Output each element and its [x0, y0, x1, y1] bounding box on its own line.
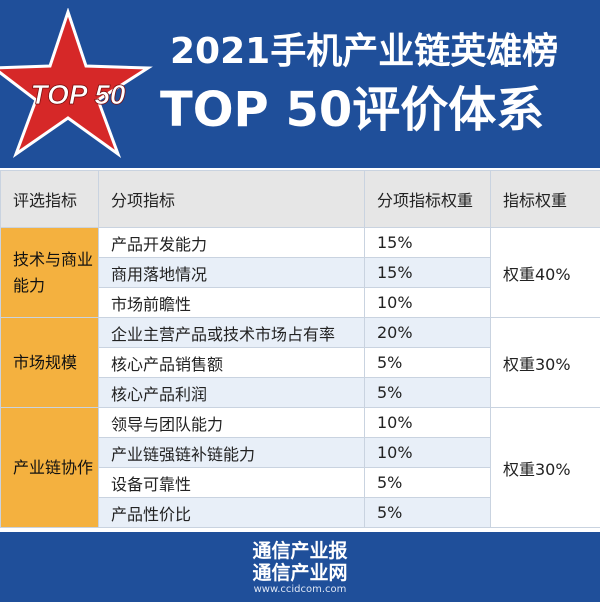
header-banner: TOP 50 2021手机产业链英雄榜 TOP 50评价体系: [0, 0, 600, 168]
category-cell: 市场规模: [0, 317, 99, 408]
header-sub-weight: 分项指标权重: [364, 170, 491, 228]
sub-indicator-cell: 领导与团队能力: [98, 407, 365, 438]
evaluation-table: 评选指标 分项指标 分项指标权重 指标权重 技术与商业能力 产品开发能力 15%…: [0, 170, 600, 528]
sub-indicator-cell: 设备可靠性: [98, 467, 365, 498]
sub-weight-cell: 5%: [364, 377, 491, 408]
sub-weight-cell: 10%: [364, 437, 491, 468]
footer-banner: 通信产业报 通信产业网 www.ccidcom.com: [0, 532, 600, 602]
sub-weight-cell: 15%: [364, 227, 491, 258]
footer-url: www.ccidcom.com: [253, 584, 347, 595]
indicator-weight-cell: 权重40%: [490, 227, 600, 318]
indicator-weight-cell: 权重30%: [490, 407, 600, 528]
footer-brand-line1: 通信产业报: [252, 540, 348, 562]
sub-weight-cell: 5%: [364, 497, 491, 528]
sub-weight-cell: 5%: [364, 347, 491, 378]
table-header-row: 评选指标 分项指标 分项指标权重 指标权重: [0, 170, 600, 228]
sub-weight-cell: 10%: [364, 407, 491, 438]
table-row: 核心产品利润 5%: [1, 377, 600, 408]
table-row: 技术与商业能力 产品开发能力 15% 权重40%: [0, 227, 600, 318]
sub-indicator-cell: 产品开发能力: [98, 227, 365, 258]
indicator-weight-cell: 权重30%: [490, 317, 600, 408]
sub-indicator-cell: 企业主营产品或技术市场占有率: [98, 317, 365, 348]
sub-weight-cell: 20%: [364, 317, 491, 348]
top50-star-logo: TOP 50: [0, 8, 153, 158]
header-category: 评选指标: [0, 170, 99, 228]
sub-indicator-cell: 核心产品销售额: [98, 347, 365, 378]
table-row: 设备可靠性 5%: [1, 467, 600, 498]
page-title-line1: 2021手机产业链英雄榜: [170, 31, 559, 72]
sub-indicator-cell: 产业链强链补链能力: [98, 437, 365, 468]
footer-brand-line2: 通信产业网: [252, 562, 348, 584]
star-icon: [0, 8, 153, 158]
table-row: 产品性价比 5%: [1, 497, 600, 528]
category-cell: 产业链协作: [0, 407, 99, 528]
table-row: 产业链协作 领导与团队能力 10% 权重30%: [0, 407, 600, 528]
header-sub-indicator: 分项指标: [98, 170, 365, 228]
header-indicator-weight: 指标权重: [490, 170, 600, 228]
sub-indicator-cell: 商用落地情况: [98, 257, 365, 288]
logo-text: TOP 50: [31, 79, 126, 110]
sub-weight-cell: 10%: [364, 287, 491, 318]
sub-indicator-cell: 市场前瞻性: [98, 287, 365, 318]
table-row: 商用落地情况 15%: [1, 257, 600, 288]
sub-indicator-cell: 核心产品利润: [98, 377, 365, 408]
table-row: 市场前瞻性 10%: [1, 287, 600, 318]
sub-weight-cell: 15%: [364, 257, 491, 288]
page-title-line2: TOP 50评价体系: [160, 82, 545, 138]
table-row: 市场规模 企业主营产品或技术市场占有率 20% 权重30%: [0, 317, 600, 408]
sub-weight-cell: 5%: [364, 467, 491, 498]
table-row: 产业链强链补链能力 10%: [1, 437, 600, 468]
category-cell: 技术与商业能力: [0, 227, 99, 318]
sub-indicator-cell: 产品性价比: [98, 497, 365, 528]
